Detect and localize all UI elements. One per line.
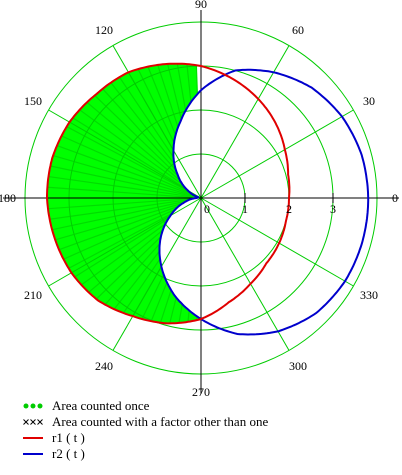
area-hatch-line bbox=[47, 186, 198, 199]
area-hatch-line bbox=[49, 198, 190, 220]
legend-item: r1 ( t ) bbox=[23, 430, 85, 445]
area-hatch-line bbox=[150, 282, 168, 322]
area-hatch-line bbox=[141, 274, 165, 320]
area-hatch-line bbox=[66, 126, 190, 193]
area-hatch-line bbox=[56, 145, 196, 197]
area-hatch-line bbox=[169, 297, 177, 324]
area-hatch-line bbox=[118, 76, 175, 158]
grid-spoke bbox=[48, 197, 202, 287]
area-hatch-line bbox=[74, 217, 169, 278]
angle-label: 0 bbox=[392, 191, 398, 205]
area-hatch-line bbox=[81, 223, 166, 286]
legend-item: Area counted with a factor other than on… bbox=[23, 414, 268, 429]
grid-spoke bbox=[112, 197, 202, 351]
angle-label: 90 bbox=[195, 0, 207, 11]
grid-spoke bbox=[48, 109, 202, 199]
angle-label: 210 bbox=[24, 288, 42, 302]
legend-label: Area counted once bbox=[52, 398, 150, 413]
area-hatch-line bbox=[110, 82, 175, 165]
area-hatch-line bbox=[63, 208, 176, 260]
area-hatch-line bbox=[159, 289, 172, 323]
series-line-r2 bbox=[158, 68, 370, 336]
area-hatch-line bbox=[88, 229, 164, 293]
legend-label: r1 ( t ) bbox=[52, 430, 85, 445]
area-hatch-line bbox=[176, 63, 187, 111]
angle-label: 330 bbox=[360, 288, 378, 302]
area-hatch-line bbox=[72, 117, 187, 190]
legend-dot bbox=[37, 403, 43, 409]
area-hatch-line bbox=[95, 236, 162, 300]
area-hatch-line bbox=[51, 200, 187, 231]
area-hatch-line bbox=[195, 65, 198, 95]
legend-cross bbox=[37, 419, 43, 425]
legend-dot bbox=[23, 403, 29, 409]
angle-label: 120 bbox=[95, 23, 113, 37]
radial-tick-label: 2 bbox=[286, 202, 292, 216]
area-hatch-line bbox=[102, 88, 177, 171]
angle-label: 240 bbox=[95, 359, 113, 373]
series-line-r1 bbox=[46, 62, 291, 325]
area-hatch-line bbox=[113, 250, 160, 310]
area-hatch-line bbox=[55, 202, 184, 241]
area-hatch-line bbox=[186, 64, 192, 103]
radial-tick-label: 3 bbox=[330, 202, 336, 216]
area-hatch-line bbox=[68, 212, 173, 269]
grid-spoke bbox=[200, 109, 354, 199]
legend-cross bbox=[23, 419, 29, 425]
axis-labels: 0 30 60 90 120 150 180 210 240 270 300 330 0 1 2 3 bbox=[0, 0, 398, 399]
area-hatch-line bbox=[94, 94, 179, 177]
area-hatch-line bbox=[50, 165, 199, 199]
radial-tick-label: 1 bbox=[242, 202, 248, 216]
angle-label: 150 bbox=[24, 94, 42, 108]
area-hatch-line bbox=[187, 310, 190, 322]
legend-dot bbox=[30, 403, 36, 409]
angle-label: 300 bbox=[289, 359, 307, 373]
angle-label: 60 bbox=[292, 23, 304, 37]
area-hatch-line bbox=[58, 205, 180, 251]
area-hatch-line bbox=[178, 304, 183, 324]
angle-label: 30 bbox=[363, 94, 375, 108]
legend-label: Area counted with a factor other than on… bbox=[52, 414, 268, 429]
grid-spoke bbox=[112, 45, 202, 199]
grid-spoke bbox=[200, 45, 290, 199]
area-hatch-line bbox=[157, 64, 179, 128]
area-hatch-line bbox=[48, 175, 198, 199]
area-hatch-line bbox=[166, 63, 182, 120]
legend-label: r2 ( t ) bbox=[52, 446, 85, 461]
area-hatch-line bbox=[147, 66, 177, 136]
area-hatch-line bbox=[61, 135, 192, 195]
grid-spoke bbox=[200, 197, 354, 287]
grid-spoke bbox=[200, 197, 290, 351]
area-hatch-line bbox=[104, 243, 161, 305]
angle-label: 180 bbox=[0, 191, 16, 205]
series-layer bbox=[46, 62, 370, 336]
area-hatch-line bbox=[137, 68, 175, 144]
area-hatch-line bbox=[122, 258, 161, 314]
legend-cross bbox=[30, 419, 36, 425]
angle-label: 270 bbox=[192, 385, 210, 399]
legend-item: r2 ( t ) bbox=[23, 446, 85, 461]
area-hatch-line bbox=[52, 155, 199, 198]
radial-tick-label: 0 bbox=[204, 202, 210, 216]
legend-item: Area counted once bbox=[23, 398, 150, 413]
shaded-area-layer bbox=[47, 63, 199, 324]
area-hatch-line bbox=[47, 197, 194, 210]
